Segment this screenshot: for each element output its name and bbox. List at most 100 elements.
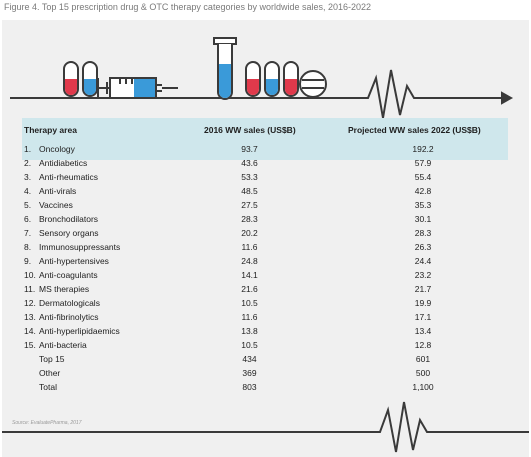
table-row: Total 803 1,100 bbox=[2, 382, 529, 396]
row-number: 5. bbox=[24, 200, 32, 210]
therapy-area-name: Anti-bacteria bbox=[39, 340, 87, 350]
sales-2016-value: 21.6 bbox=[241, 284, 258, 294]
sales-2016-value: 11.6 bbox=[241, 242, 258, 252]
table-row: 14. Anti-hyperlipidaemics 13.8 13.4 bbox=[2, 326, 529, 340]
sales-2022-value: 26.3 bbox=[414, 242, 432, 252]
row-number: 12. bbox=[24, 298, 36, 308]
sales-2022-value: 55.4 bbox=[414, 172, 432, 182]
sales-2022-value: 17.1 bbox=[414, 312, 432, 322]
sales-2022-value: 23.2 bbox=[414, 270, 432, 280]
sales-2022-value: 500 bbox=[415, 368, 431, 378]
therapy-area-name: Antidiabetics bbox=[39, 158, 88, 168]
medical-illustration bbox=[2, 20, 529, 120]
sales-2016-value: 28.3 bbox=[241, 214, 258, 224]
sales-2022-value: 21.7 bbox=[414, 284, 432, 294]
row-number: 11. bbox=[24, 284, 36, 294]
table-row: 5. Vaccines 27.5 35.3 bbox=[2, 200, 529, 214]
sales-2016-value: 369 bbox=[242, 368, 257, 378]
table-row: Other 369 500 bbox=[2, 368, 529, 382]
row-number: 6. bbox=[24, 214, 32, 224]
row-number: 4. bbox=[24, 186, 32, 196]
therapy-area-name: Anti-virals bbox=[39, 186, 77, 196]
sales-2022-value: 19.9 bbox=[414, 298, 432, 308]
sales-2022-value: 28.3 bbox=[414, 228, 432, 238]
therapy-area-name: Top 15 bbox=[39, 354, 65, 364]
sales-2016-value: 803 bbox=[242, 382, 257, 392]
table-row: 13. Anti-fibrinolytics 11.6 17.1 bbox=[2, 312, 529, 326]
sales-2022-value: 1,100 bbox=[412, 382, 434, 392]
row-number: 10. bbox=[24, 270, 36, 280]
sales-2016-value: 10.5 bbox=[241, 298, 258, 308]
sales-2022-value: 30.1 bbox=[414, 214, 432, 224]
row-number: 15. bbox=[24, 340, 36, 350]
row-number: 13. bbox=[24, 312, 36, 322]
table-row: 10. Anti-coagulants 14.1 23.2 bbox=[2, 270, 529, 284]
sales-2016-value: 24.8 bbox=[241, 256, 258, 266]
source-note: Source: EvaluatePharma, 2017 bbox=[12, 420, 82, 426]
test-tube-icon bbox=[213, 37, 237, 100]
table-row: 6. Bronchodilators 28.3 30.1 bbox=[2, 214, 529, 228]
tablet-icon bbox=[299, 70, 327, 98]
table-row: 15. Anti-bacteria 10.5 12.8 bbox=[2, 340, 529, 354]
sales-2022-value: 42.8 bbox=[414, 186, 432, 196]
sales-2016-value: 20.2 bbox=[241, 228, 258, 238]
sales-2016-value: 43.6 bbox=[241, 158, 258, 168]
pill-capsule-icon bbox=[63, 61, 98, 97]
row-number: 9. bbox=[24, 256, 32, 266]
sales-2022-value: 57.9 bbox=[414, 158, 432, 168]
table-row: 8. Immunosuppressants 11.6 26.3 bbox=[2, 242, 529, 256]
table-row: 1. Oncology 93.7 192.2 bbox=[2, 144, 529, 158]
therapy-area-name: Bronchodilators bbox=[39, 214, 99, 224]
sales-2022-value: 192.2 bbox=[412, 144, 434, 154]
sales-2016-value: 434 bbox=[242, 354, 257, 364]
therapy-area-name: Immunosuppressants bbox=[39, 242, 121, 252]
therapy-area-name: Oncology bbox=[39, 144, 75, 154]
sales-2016-value: 11.6 bbox=[241, 312, 258, 322]
table-row: 11. MS therapies 21.6 21.7 bbox=[2, 284, 529, 298]
row-number: 3. bbox=[24, 172, 32, 182]
sales-2016-value: 13.8 bbox=[241, 326, 258, 336]
sales-2016-value: 53.3 bbox=[241, 172, 258, 182]
table-row: 9. Anti-hypertensives 24.8 24.4 bbox=[2, 256, 529, 270]
column-header-2016-sales: 2016 WW sales (US$B) bbox=[204, 125, 296, 135]
row-number: 7. bbox=[24, 228, 32, 238]
therapy-area-name: MS therapies bbox=[39, 284, 90, 294]
pill-capsule-icon bbox=[245, 61, 299, 97]
row-number: 2. bbox=[24, 158, 32, 168]
table-row: 12. Dermatologicals 10.5 19.9 bbox=[2, 298, 529, 312]
therapy-area-name: Dermatologicals bbox=[39, 298, 100, 308]
sales-2022-value: 24.4 bbox=[414, 256, 432, 266]
therapy-area-name: Anti-hypertensives bbox=[39, 256, 109, 266]
heartbeat-line-icon bbox=[2, 400, 529, 457]
sales-2016-value: 48.5 bbox=[241, 186, 258, 196]
sales-2016-value: 93.7 bbox=[241, 144, 258, 154]
table-row: 2. Antidiabetics 43.6 57.9 bbox=[2, 158, 529, 172]
therapy-area-name: Vaccines bbox=[39, 200, 73, 210]
sales-2016-value: 14.1 bbox=[241, 270, 258, 280]
therapy-area-name: Sensory organs bbox=[39, 228, 99, 238]
therapy-area-name: Other bbox=[39, 368, 61, 378]
sales-2016-value: 27.5 bbox=[241, 200, 258, 210]
therapy-area-name: Anti-fibrinolytics bbox=[39, 312, 99, 322]
table-row: 3. Anti-rheumatics 53.3 55.4 bbox=[2, 172, 529, 186]
sales-2022-value: 13.4 bbox=[414, 326, 432, 336]
table-row: 4. Anti-virals 48.5 42.8 bbox=[2, 186, 529, 200]
sales-2022-value: 35.3 bbox=[414, 200, 432, 210]
therapy-area-name: Anti-coagulants bbox=[39, 270, 98, 280]
table-header-band bbox=[22, 118, 508, 160]
heartbeat-line-icon bbox=[10, 69, 514, 119]
table-row: 7. Sensory organs 20.2 28.3 bbox=[2, 228, 529, 242]
column-header-2022-sales: Projected WW sales 2022 (US$B) bbox=[348, 125, 481, 135]
figure-panel: Therapy area 2016 WW sales (US$B) Projec… bbox=[2, 20, 529, 457]
therapy-area-name: Anti-hyperlipidaemics bbox=[39, 326, 120, 336]
column-header-therapy-area: Therapy area bbox=[24, 125, 77, 135]
sales-2022-value: 12.8 bbox=[414, 340, 432, 350]
syringe-icon bbox=[97, 77, 178, 99]
therapy-area-name: Anti-rheumatics bbox=[39, 172, 99, 182]
therapy-area-name: Total bbox=[39, 382, 57, 392]
row-number: 14. bbox=[24, 326, 36, 336]
figure-caption: Figure 4. Top 15 prescription drug & OTC… bbox=[4, 2, 372, 12]
row-number: 1. bbox=[24, 144, 32, 154]
table-row: Top 15 434 601 bbox=[2, 354, 529, 368]
sales-2016-value: 10.5 bbox=[241, 340, 258, 350]
